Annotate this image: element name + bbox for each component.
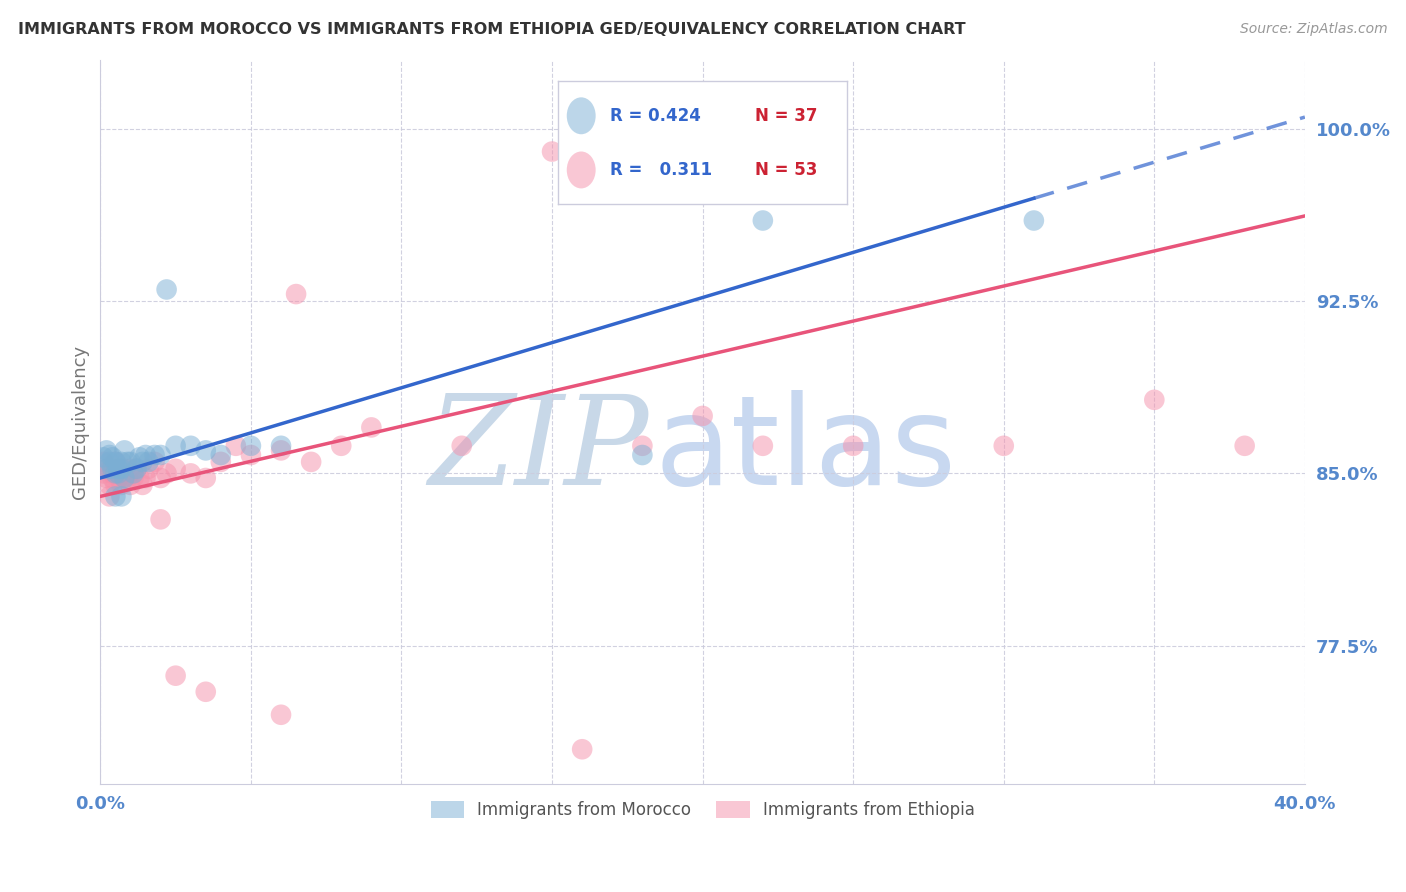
Point: [138, 455, 160, 469]
Point: [450, 439, 472, 453]
Point: [98, 489, 121, 503]
Point: [96, 443, 118, 458]
Point: [239, 439, 262, 453]
Point: [107, 462, 129, 476]
Point: [120, 462, 142, 476]
Point: [330, 439, 353, 453]
Point: [209, 455, 232, 469]
Point: [110, 478, 132, 492]
Point: [155, 467, 177, 481]
Point: [122, 471, 145, 485]
Point: [541, 145, 564, 159]
Point: [101, 467, 124, 481]
Point: [114, 462, 136, 476]
Point: [93, 450, 115, 465]
Point: [631, 439, 654, 453]
Point: [110, 489, 132, 503]
Point: [104, 478, 127, 492]
Point: [993, 439, 1015, 453]
Point: [165, 439, 187, 453]
Point: [149, 448, 172, 462]
Point: [120, 455, 142, 469]
Point: [270, 443, 292, 458]
Point: [180, 439, 202, 453]
Point: [135, 448, 157, 462]
Text: IMMIGRANTS FROM MOROCCO VS IMMIGRANTS FROM ETHIOPIA GED/EQUIVALENCY CORRELATION : IMMIGRANTS FROM MOROCCO VS IMMIGRANTS FR…: [18, 22, 966, 37]
Point: [135, 471, 157, 485]
Point: [270, 707, 292, 722]
Point: [131, 478, 153, 492]
Point: [692, 409, 714, 423]
Point: [194, 443, 217, 458]
Point: [96, 471, 118, 485]
Point: [98, 448, 121, 462]
Point: [360, 420, 382, 434]
Point: [143, 455, 166, 469]
Point: [299, 455, 322, 469]
Point: [104, 489, 127, 503]
Point: [128, 471, 150, 485]
Point: [104, 467, 127, 481]
Point: [631, 448, 654, 462]
Point: [107, 471, 129, 485]
Point: [1022, 213, 1045, 227]
Point: [114, 443, 136, 458]
Point: [752, 439, 775, 453]
Point: [104, 455, 127, 469]
Point: [98, 478, 121, 492]
Point: [194, 471, 217, 485]
Y-axis label: GED/Equivalency: GED/Equivalency: [72, 344, 89, 499]
Point: [104, 455, 127, 469]
Point: [180, 467, 202, 481]
Point: [138, 462, 160, 476]
Point: [107, 467, 129, 481]
Text: atlas: atlas: [654, 390, 956, 511]
Point: [149, 512, 172, 526]
Text: ZIP: ZIP: [427, 390, 648, 511]
Point: [110, 462, 132, 476]
Point: [209, 448, 232, 462]
Point: [1143, 392, 1166, 407]
Point: [110, 455, 132, 469]
Point: [149, 471, 172, 485]
Point: [101, 450, 124, 465]
Point: [114, 471, 136, 485]
Point: [143, 448, 166, 462]
Text: Source: ZipAtlas.com: Source: ZipAtlas.com: [1240, 22, 1388, 37]
Point: [842, 439, 865, 453]
Point: [101, 462, 124, 476]
Point: [107, 462, 129, 476]
Point: [120, 478, 142, 492]
Point: [98, 455, 121, 469]
Point: [165, 462, 187, 476]
Point: [194, 685, 217, 699]
Legend: Immigrants from Morocco, Immigrants from Ethiopia: Immigrants from Morocco, Immigrants from…: [423, 795, 981, 826]
Point: [93, 455, 115, 469]
Point: [165, 668, 187, 682]
Point: [752, 213, 775, 227]
Point: [155, 283, 177, 297]
Point: [1233, 439, 1256, 453]
Point: [125, 462, 148, 476]
Point: [125, 462, 148, 476]
Point: [114, 471, 136, 485]
Point: [117, 471, 139, 485]
Point: [270, 439, 292, 453]
Point: [96, 462, 118, 476]
Point: [110, 467, 132, 481]
Point: [285, 287, 308, 301]
Point: [101, 471, 124, 485]
Point: [122, 467, 145, 481]
Point: [225, 439, 247, 453]
Point: [131, 455, 153, 469]
Point: [571, 742, 593, 756]
Point: [239, 448, 262, 462]
Point: [128, 450, 150, 465]
Point: [117, 455, 139, 469]
Point: [96, 462, 118, 476]
Point: [93, 467, 115, 481]
